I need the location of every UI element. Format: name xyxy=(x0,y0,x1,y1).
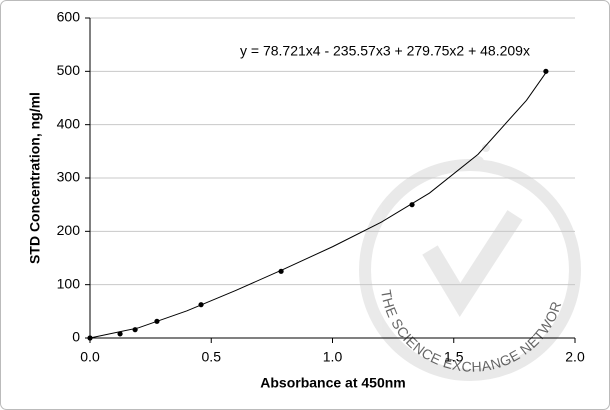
x-tick-label: 0.0 xyxy=(80,349,100,365)
x-tick-label: 1.5 xyxy=(444,349,464,365)
y-tick-label: 200 xyxy=(57,222,81,238)
y-tick-label: 400 xyxy=(57,115,81,131)
y-axis-label: STD Concentration, ng/ml xyxy=(27,92,43,264)
point xyxy=(117,331,123,337)
y-tick-label: 500 xyxy=(57,62,81,78)
watermark-graphic xyxy=(359,144,581,381)
y-tick-label: 300 xyxy=(57,169,81,185)
y-tick-label: 100 xyxy=(57,275,81,291)
equation: y = 78.721x4 - 235.57x3 + 279.75x2 + 48.… xyxy=(240,43,530,59)
fit-curve xyxy=(89,72,547,339)
x-tick-label: 0.5 xyxy=(202,349,222,365)
y-tick-label: 0 xyxy=(72,329,80,345)
x-tick-label: 2.0 xyxy=(565,349,585,365)
y-tick-label: 600 xyxy=(57,9,81,25)
x-axis-label: Absorbance at 450nm xyxy=(260,375,406,391)
x-tick-label: 1.0 xyxy=(323,349,343,365)
point xyxy=(543,68,549,74)
